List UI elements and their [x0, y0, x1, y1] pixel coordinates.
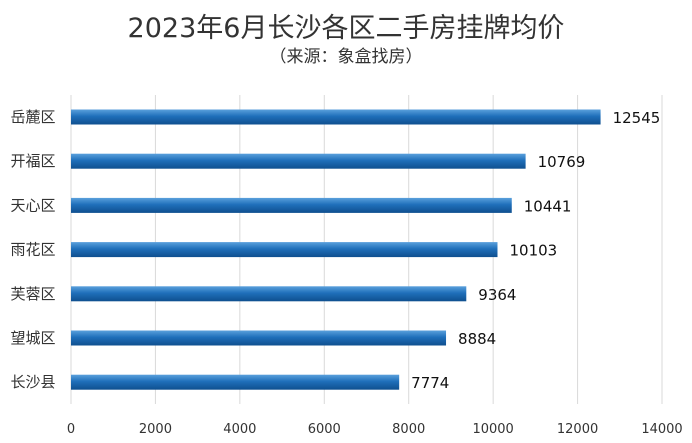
- tick-layer: 0 2000 4000 6000 8000 10000 12000 14000: [67, 422, 683, 437]
- bar-4: [71, 286, 467, 302]
- value-label: 9364: [478, 286, 516, 304]
- value-label: 10769: [538, 153, 586, 171]
- bar-5: [71, 330, 447, 346]
- value-label: 12545: [613, 109, 661, 127]
- category-label: 开福区: [10, 152, 55, 170]
- x-tick-label: 8000: [392, 422, 425, 437]
- bar-1: [71, 153, 526, 169]
- x-tick-label: 4000: [223, 422, 256, 437]
- x-tick-label: 6000: [308, 422, 341, 437]
- bar-3: [71, 242, 498, 258]
- chart-subtitle: （来源：象盒找房）: [269, 47, 423, 67]
- value-label: 10441: [524, 197, 572, 215]
- x-tick-label: 2000: [139, 422, 172, 437]
- value-label: 8884: [458, 330, 496, 348]
- bar-0: [71, 109, 601, 125]
- label-layer: 岳麓区 12545 开福区 10769 天心区 10441 雨花区 10103 芙蓉区 9364 望…: [10, 108, 660, 392]
- category-label: 雨花区: [10, 241, 55, 259]
- x-tick-label: 0: [67, 422, 75, 437]
- value-label: 10103: [509, 242, 557, 260]
- x-tick-label: 14000: [641, 422, 682, 437]
- category-label: 芙蓉区: [10, 285, 55, 303]
- bar-2: [71, 197, 512, 213]
- category-label: 望城区: [10, 329, 55, 347]
- value-label: 7774: [411, 374, 449, 392]
- category-label: 岳麓区: [10, 108, 55, 126]
- x-tick-label: 10000: [472, 422, 513, 437]
- category-label: 长沙县: [10, 373, 55, 391]
- x-tick-label: 12000: [557, 422, 598, 437]
- bar-6: [71, 374, 400, 390]
- category-label: 天心区: [10, 196, 55, 214]
- bar-layer: [71, 109, 601, 390]
- chart-title: 2023年6月长沙各区二手房挂牌均价: [127, 13, 565, 44]
